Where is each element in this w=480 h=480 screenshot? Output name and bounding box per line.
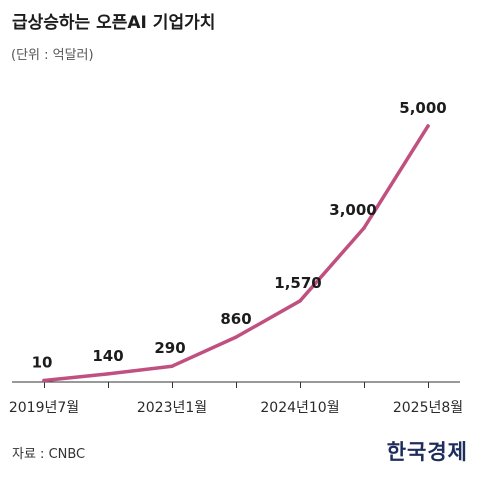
x-tick-label: 2023년1월 [137,400,207,416]
data-label: 860 [220,310,251,328]
data-label: 5,000 [399,99,446,117]
x-tick-label: 2024년10월 [260,400,339,416]
data-point [426,124,430,128]
hankyung-logo: 한국경제 [386,439,468,464]
series-line [42,124,430,383]
x-tick-label: 2019년7월 [9,400,79,416]
data-point [362,226,366,230]
chart-title: 급상승하는 오픈AI 기업가치 [12,13,216,33]
data-label: 140 [92,347,123,365]
data-label: 10 [32,353,53,371]
x-tick-label: 2025년8월 [393,400,463,416]
data-point [298,299,302,303]
data-label: 1,570 [274,274,321,292]
data-point [170,364,174,368]
data-point [234,335,238,339]
data-point [42,378,46,383]
unit-label: (단위 : 억달러) [11,48,94,63]
data-label: 290 [154,339,185,357]
data-point [106,372,110,376]
data-label: 3,000 [329,201,376,219]
source-label: 자료 : CNBC [12,447,86,462]
